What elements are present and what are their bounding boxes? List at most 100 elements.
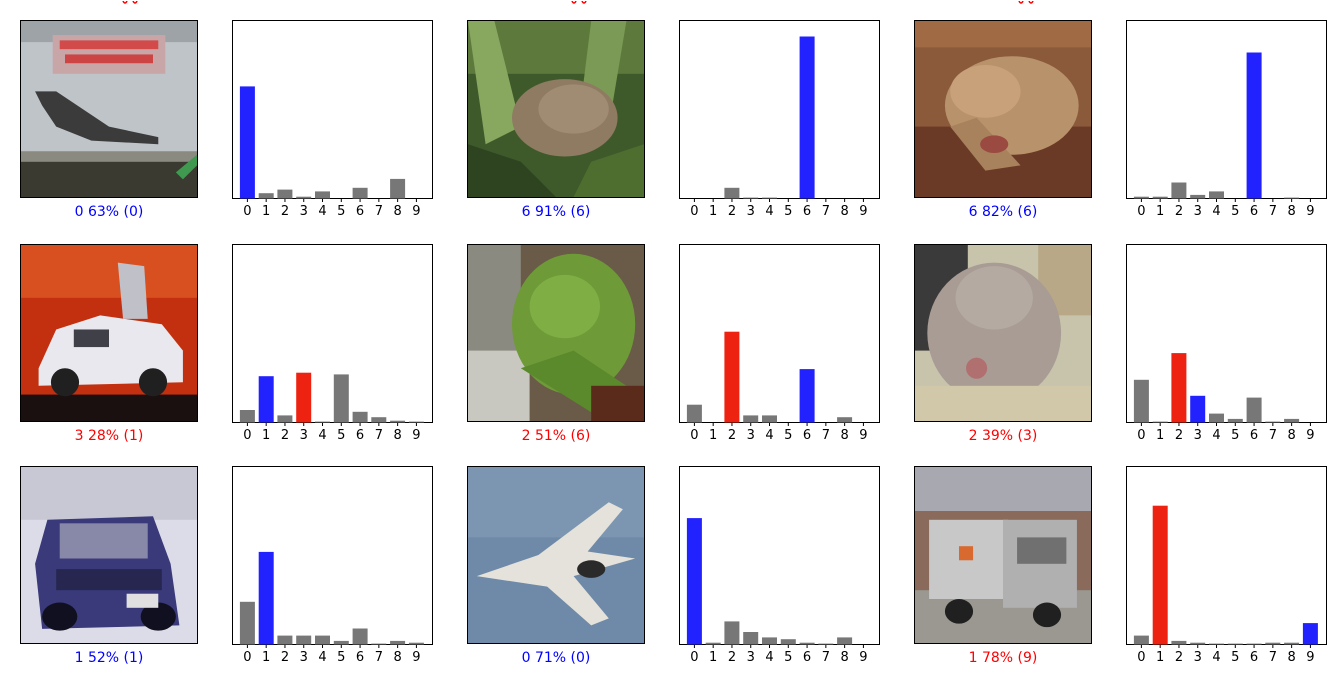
x-tick-label: 6: [356, 204, 364, 219]
x-tick-label: 7: [375, 428, 383, 443]
bar-class-8: [390, 640, 406, 645]
bar-class-3: [296, 196, 312, 199]
bar-class-4: [315, 191, 330, 199]
bar-class-6: [352, 628, 368, 645]
x-tick-label: 0: [690, 204, 698, 219]
x-tick-label: 8: [840, 428, 848, 443]
bar-class-6: [352, 411, 368, 423]
bar-class-2: [1171, 182, 1187, 199]
bar-class-4: [1209, 413, 1224, 423]
bar-class-3: [1190, 395, 1206, 423]
x-tick-label: 0: [243, 204, 251, 219]
x-tick-label: 7: [822, 650, 830, 665]
bar-class-5: [333, 374, 349, 423]
bar-class-3: [743, 415, 759, 423]
prediction-label: 2 39% (3): [968, 428, 1038, 444]
x-tick-label: 0: [243, 650, 251, 665]
bar-class-5: [333, 640, 349, 645]
x-tick-label: 3: [300, 204, 308, 219]
chart-frame: [679, 20, 880, 199]
x-tick-label: 5: [337, 428, 345, 443]
bar-class-4: [1209, 191, 1224, 199]
x-tick-label: 3: [747, 428, 755, 443]
bar-class-2: [1171, 353, 1187, 423]
x-tick-label: 6: [803, 204, 811, 219]
bar-class-1: [258, 193, 274, 199]
x-tick-label: 9: [1306, 650, 1314, 665]
prediction-label: 6 82% (6): [968, 204, 1038, 220]
x-tick-label: 9: [1306, 428, 1314, 443]
x-tick-label: 0: [1137, 650, 1145, 665]
x-tick-label: 9: [1306, 204, 1314, 219]
x-tick-label: 6: [1250, 204, 1258, 219]
x-tick-label: 7: [1269, 428, 1277, 443]
x-tick-label: 8: [393, 650, 401, 665]
x-tick-label: 4: [318, 204, 326, 219]
chart-frame: [679, 466, 880, 645]
x-tick-label: 5: [337, 650, 345, 665]
bar-class-3: [743, 197, 759, 199]
x-tick-label: 2: [1175, 428, 1183, 443]
bar-class-3: [296, 635, 312, 645]
x-tick-label: 4: [765, 650, 773, 665]
bar-class-3: [296, 372, 312, 423]
bar-class-1: [1152, 505, 1168, 645]
bar-class-6: [799, 642, 815, 645]
bar-class-2: [1171, 640, 1187, 645]
x-tick-label: 8: [840, 204, 848, 219]
bar-class-9: [408, 642, 424, 645]
chart-frame: [1126, 244, 1327, 423]
x-tick-label: 1: [1156, 428, 1164, 443]
bar-class-8: [837, 637, 853, 645]
chart-frame: [1126, 466, 1327, 645]
white-car-open-doors-image: [20, 244, 198, 422]
chart-frame: [1126, 20, 1327, 199]
toad-on-dirt-image: [914, 20, 1092, 198]
bar-class-2: [724, 621, 740, 645]
x-tick-label: 6: [356, 428, 364, 443]
prediction-label: 2 51% (6): [521, 428, 591, 444]
bar-class-6: [799, 36, 815, 199]
bar-class-7: [371, 417, 387, 423]
x-tick-label: 7: [822, 428, 830, 443]
chart-frame: [232, 244, 433, 423]
x-tick-label: 2: [728, 428, 736, 443]
bar-class-6: [1246, 52, 1262, 199]
x-tick-label: 4: [1212, 428, 1220, 443]
bar-class-0: [686, 518, 702, 645]
bar-class-5: [780, 639, 796, 645]
blue-car-image: [20, 466, 198, 644]
bar-class-9: [1302, 623, 1318, 645]
x-tick-label: 6: [1250, 428, 1258, 443]
bar-class-8: [390, 420, 406, 423]
chart-frame: [679, 244, 880, 423]
x-tick-label: 3: [747, 650, 755, 665]
grey-truck-image: [914, 466, 1092, 644]
fighter-jet-image: [467, 466, 645, 644]
grey-cat-image: [914, 244, 1092, 422]
x-tick-label: 8: [393, 428, 401, 443]
bar-class-7: [1265, 421, 1281, 423]
x-tick-label: 3: [1194, 204, 1202, 219]
bar-class-8: [1284, 418, 1300, 423]
x-tick-label: 6: [803, 650, 811, 665]
green-frog-image: [467, 244, 645, 422]
bar-class-5: [1227, 418, 1243, 423]
x-tick-label: 7: [822, 204, 830, 219]
bar-class-1: [1152, 421, 1168, 423]
prediction-label: 6 91% (6): [521, 204, 591, 220]
x-tick-label: 5: [784, 428, 792, 443]
x-tick-label: 5: [784, 204, 792, 219]
bar-class-6: [352, 187, 368, 199]
